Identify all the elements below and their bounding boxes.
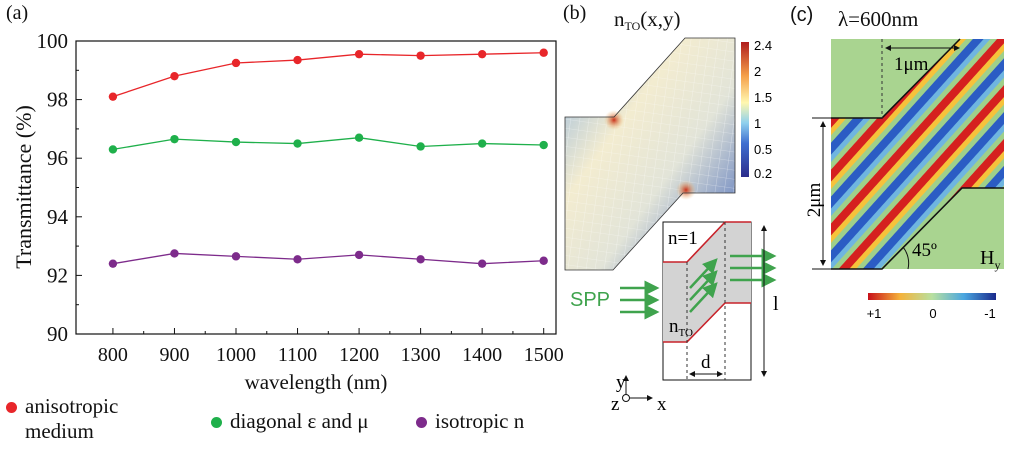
x-tick-label: 900 [159, 344, 189, 366]
y-tick-label: 100 [37, 29, 69, 53]
legend-label-diagonal: diagonal ε and μ [230, 409, 369, 433]
data-point [108, 92, 118, 101]
data-point [170, 249, 179, 258]
length-1um-label: 1μm [894, 54, 929, 75]
data-point [477, 259, 487, 268]
panel-a-label: (a) [6, 2, 29, 24]
nto-cbar-tick-3: 1 [754, 116, 761, 131]
nto-cbar-tick-0: 2.4 [754, 38, 772, 53]
wavelength-title: λ=600nm [838, 7, 918, 31]
legend-label-anisotropic-1: anisotropic [25, 394, 119, 418]
field-label: Hy [980, 247, 1000, 272]
x-tick-label: 800 [98, 344, 128, 366]
y-tick-label: 98 [47, 88, 68, 112]
series-line-1 [112, 137, 544, 151]
axis-z-label: z [611, 394, 619, 415]
data-point [477, 139, 487, 148]
axis-x-label: x [657, 394, 667, 415]
legend-label-isotropic: isotropic n [435, 409, 525, 433]
series-line-0 [112, 52, 544, 98]
y-tick-label: 96 [47, 146, 68, 170]
schematic [620, 221, 777, 402]
data-point [231, 137, 241, 147]
nto-colorbar [741, 42, 749, 177]
legend-item-anisotropic: anisotropic medium [6, 394, 118, 444]
data-point [354, 49, 364, 59]
nto-title: nTO(x,y) [614, 7, 681, 33]
legend-label-anisotropic-2: medium [25, 419, 94, 443]
legend-marker-anisotropic [6, 402, 17, 413]
nto-cbar-tick-4: 0.5 [754, 142, 772, 157]
panel-b-label: (b) [563, 2, 587, 24]
nto-cbar-tick-1: 2 [754, 64, 761, 79]
data-point [416, 255, 425, 264]
field-cbar-tick-1: 0 [929, 306, 936, 321]
data-point [293, 139, 302, 148]
x-tick-label: 1000 [216, 344, 256, 366]
field-cbar-tick-0: +1 [867, 306, 882, 321]
data-point [416, 51, 425, 60]
data-point [539, 256, 548, 265]
x-tick-label: 1100 [278, 344, 317, 366]
field-colorbar [868, 293, 996, 300]
data-point [354, 133, 364, 142]
plot-frame [75, 40, 557, 335]
x-tick-label: 1300 [401, 344, 441, 366]
series-line-2 [112, 252, 544, 265]
y-tick-label: 90 [47, 322, 68, 346]
data-point [539, 140, 548, 150]
data-point [170, 71, 179, 81]
data-point [231, 58, 241, 68]
data-point [539, 48, 548, 57]
d-label: d [701, 352, 711, 373]
data-point [416, 142, 425, 151]
data-point [108, 145, 118, 154]
x-tick-label: 1500 [524, 344, 564, 366]
nto-cbar-tick-2: 1.5 [754, 90, 772, 105]
x-axis-label: wavelength (nm) [245, 370, 388, 394]
chart-legend: anisotropic medium diagonal ε and μ isot… [6, 392, 566, 448]
legend-marker-diagonal [211, 417, 222, 428]
angle-label: 45º [912, 240, 937, 261]
transmittance-chart: 800 900 1000 1100 1200 1300 1400 1500 90 92 94 96 98… [11, 29, 564, 394]
data-point [231, 252, 241, 261]
l-label: l [773, 293, 779, 315]
data-point [293, 255, 302, 264]
field-map [812, 38, 1004, 270]
length-2um-label: 2μm [804, 183, 825, 218]
nto-cbar-tick-5: 0.2 [754, 166, 772, 181]
data-point [108, 259, 118, 268]
panel-b-figure: nTO(x,y) 2.4 2 1.5 1 0.5 0.2 [564, 7, 779, 415]
legend-item-diagonal: diagonal ε and μ [211, 409, 368, 434]
axis-y-label: y [616, 372, 626, 393]
nto-region-label: nTO [669, 316, 693, 339]
data-point [477, 49, 487, 59]
y-tick-label: 94 [47, 205, 69, 229]
data-point [170, 134, 179, 144]
n-eq-label: n=1 [668, 228, 698, 249]
data-point [354, 250, 364, 260]
y-tick-label: 92 [47, 263, 68, 287]
panel-c-label: (c) [790, 4, 814, 26]
x-tick-label: 1200 [339, 344, 379, 366]
data-point [293, 55, 302, 65]
y-axis-label: Transmittance (%) [11, 105, 36, 269]
nto-mesh-map [564, 37, 736, 271]
field-cbar-tick-2: -1 [984, 306, 996, 321]
spp-label: SPP [570, 289, 610, 311]
legend-marker-isotropic [416, 417, 427, 428]
legend-item-isotropic: isotropic n [416, 409, 524, 434]
panel-c-figure: λ=600nm 1μm 2μm 45º Hy +1 0 -1 [804, 7, 1004, 321]
x-tick-label: 1400 [462, 344, 502, 366]
